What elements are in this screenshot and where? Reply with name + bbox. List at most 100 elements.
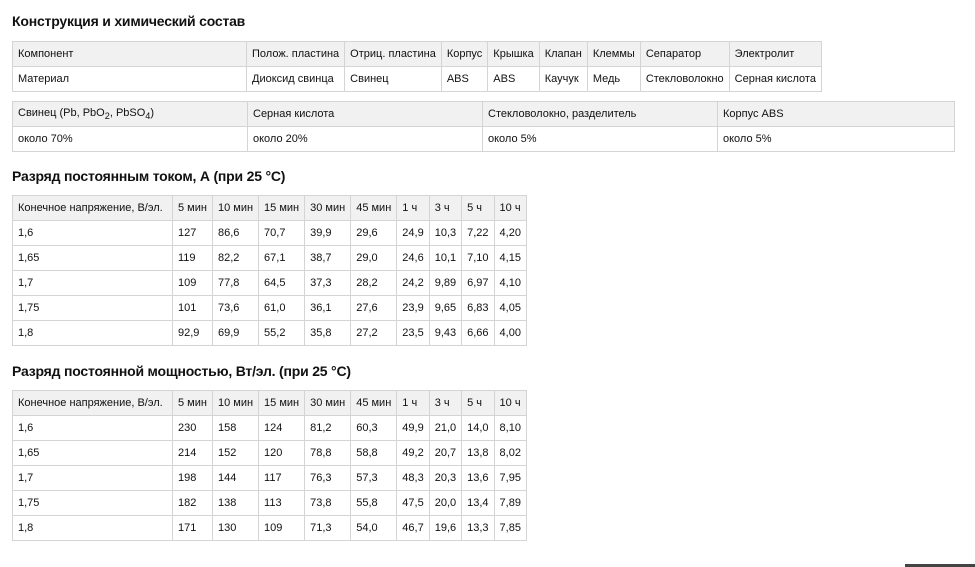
table-cell: 61,0: [258, 295, 306, 321]
header-cell: Корпус ABS: [717, 101, 955, 127]
table-cell: 1,65: [12, 440, 173, 466]
table-cell: 67,1: [258, 245, 306, 271]
table-cell: 158: [211, 415, 260, 441]
dc-discharge-title: Разряд постоянным током, А (при 25 °C): [12, 168, 286, 184]
table-cell: 27,2: [350, 320, 398, 346]
power-discharge-table: Конечное напряжение, В/эл. 5 мин 10 мин …: [12, 390, 527, 541]
table-cell: ABS: [487, 66, 540, 92]
header-cell: 30 мин: [304, 195, 352, 221]
table-cell: 4,05: [493, 295, 527, 321]
table-cell: 49,9: [396, 415, 430, 441]
table-cell: около 20%: [247, 126, 483, 152]
table-cell: 38,7: [304, 245, 352, 271]
corner-bar: [905, 564, 975, 567]
table-cell: 71,3: [304, 515, 352, 541]
table-cell: 29,6: [350, 220, 398, 246]
table-cell: 14,0: [461, 415, 495, 441]
table-cell: 29,0: [350, 245, 398, 271]
table-cell: 28,2: [350, 270, 398, 296]
table-cell: 198: [172, 465, 213, 491]
table-cell: Стекловолокно: [639, 66, 730, 92]
header-cell: Крышка: [487, 41, 540, 67]
table-cell: 46,7: [396, 515, 430, 541]
table-cell: 70,7: [258, 220, 306, 246]
table-cell: Каучук: [538, 66, 588, 92]
table-cell: 10,3: [428, 220, 463, 246]
header-cell: Сепаратор: [639, 41, 730, 67]
table-row: 1,7 198 144 117 76,3 57,3 48,3 20,3 13,6…: [12, 465, 527, 491]
table-cell: 119: [172, 245, 213, 271]
table-cell: 13,3: [461, 515, 495, 541]
table-cell: 64,5: [258, 270, 306, 296]
table-cell: 7,95: [493, 465, 527, 491]
table-cell: Свинец: [344, 66, 442, 92]
table-cell: около 5%: [482, 126, 718, 152]
table-cell: 82,2: [211, 245, 260, 271]
header-cell: 30 мин: [304, 390, 352, 416]
header-cell: 10 ч: [493, 195, 527, 221]
header-cell: 5 мин: [172, 390, 213, 416]
table-cell: 49,2: [396, 440, 430, 466]
table-cell: 57,3: [350, 465, 398, 491]
header-cell: Конечное напряжение, В/эл.: [12, 390, 173, 416]
table-cell: 230: [172, 415, 213, 441]
header-cell: 3 ч: [428, 195, 463, 221]
table-cell: 1,8: [12, 320, 173, 346]
header-cell: 5 ч: [461, 195, 495, 221]
header-cell: 45 мин: [350, 195, 398, 221]
table-cell: 58,8: [350, 440, 398, 466]
table-cell: 1,75: [12, 295, 173, 321]
table-cell: 36,1: [304, 295, 352, 321]
composition-table: Компонент Полож. пластина Отриц. пластин…: [12, 41, 822, 92]
table-cell: Диоксид свинца: [245, 66, 346, 92]
table-row: Материал Диоксид свинца Свинец ABS ABS К…: [12, 66, 822, 92]
table-cell: 24,6: [396, 245, 430, 271]
table-cell: 138: [211, 490, 260, 516]
table-cell: 19,6: [428, 515, 463, 541]
table-cell: Медь: [586, 66, 641, 92]
header-cell: 5 мин: [172, 195, 213, 221]
table-cell: 55,8: [350, 490, 398, 516]
table-cell: 77,8: [211, 270, 260, 296]
header-cell: 45 мин: [350, 390, 398, 416]
table-row: 1,6 127 86,6 70,7 39,9 29,6 24,9 10,3 7,…: [12, 220, 527, 246]
table-cell: 6,83: [461, 295, 495, 321]
table-cell: 78,8: [304, 440, 352, 466]
table-cell: 109: [258, 515, 306, 541]
table-cell: 109: [172, 270, 213, 296]
header-cell: Стекловолокно, разделитель: [482, 101, 718, 127]
table-cell: 21,0: [428, 415, 463, 441]
table-cell: 117: [258, 465, 306, 491]
table-cell: 47,5: [396, 490, 430, 516]
header-cell: Компонент: [12, 41, 247, 67]
table-cell: 37,3: [304, 270, 352, 296]
table-cell: 81,2: [304, 415, 352, 441]
table-cell: 20,7: [428, 440, 463, 466]
table-cell: 23,9: [396, 295, 430, 321]
table-cell: 130: [211, 515, 260, 541]
header-cell: Электролит: [728, 41, 822, 67]
table-row: 1,6 230 158 124 81,2 60,3 49,9 21,0 14,0…: [12, 415, 527, 441]
table-cell: 113: [258, 490, 306, 516]
table-cell: 9,89: [428, 270, 463, 296]
table-cell: 76,3: [304, 465, 352, 491]
table-cell: 4,00: [493, 320, 527, 346]
table-cell: 20,3: [428, 465, 463, 491]
dc-discharge-table: Конечное напряжение, В/эл. 5 мин 10 мин …: [12, 195, 527, 346]
table-cell: 4,20: [493, 220, 527, 246]
header-cell: Серная кислота: [247, 101, 483, 127]
table-cell: 124: [258, 415, 306, 441]
table-row: около 70% около 20% около 5% около 5%: [12, 126, 955, 152]
table-cell: 127: [172, 220, 213, 246]
header-cell: Корпус: [440, 41, 489, 67]
composition-title: Конструкция и химический состав: [12, 13, 246, 29]
table-cell: 27,6: [350, 295, 398, 321]
header-cell: 1 ч: [396, 390, 430, 416]
table-row: 1,7 109 77,8 64,5 37,3 28,2 24,2 9,89 6,…: [12, 270, 527, 296]
header-cell: 10 мин: [211, 195, 260, 221]
table-cell: ABS: [440, 66, 489, 92]
header-cell: 10 ч: [493, 390, 527, 416]
table-cell: 6,66: [461, 320, 495, 346]
table-cell: 13,6: [461, 465, 495, 491]
table-row: 1,8 92,9 69,9 55,2 35,8 27,2 23,5 9,43 6…: [12, 320, 527, 346]
